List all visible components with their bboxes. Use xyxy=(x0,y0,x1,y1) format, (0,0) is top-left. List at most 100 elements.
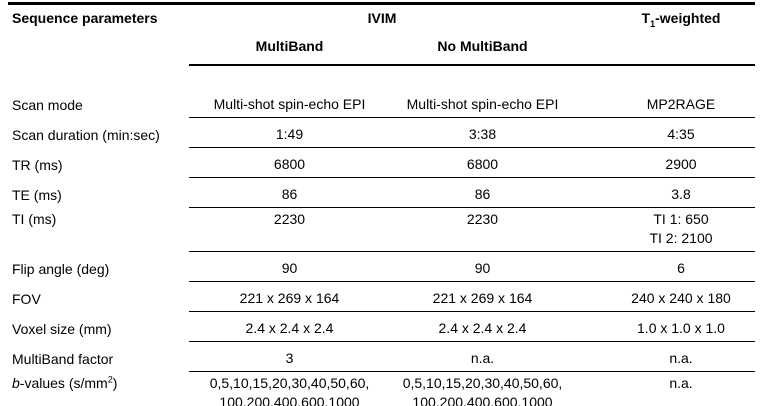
table-row: Voxel size (mm) 2.4 x 2.4 x 2.4 2.4 x 2.4 … xyxy=(8,311,755,342)
cell-value: 0,5,10,15,20,30,40,50,60, 100,200,400,600… xyxy=(189,371,390,406)
table-row: b-values (s/mm2) 0,5,10,15,20,30,40,50,60… xyxy=(8,371,755,406)
header-multiband: MultiBand xyxy=(189,33,390,66)
cell-line: Multi-shot spin-echo EPI xyxy=(213,96,366,112)
header-row-1: Sequence parameters IVIM T1-weighted xyxy=(8,3,755,66)
cell-line: n.a. xyxy=(470,350,495,366)
text-segment: TE (ms) xyxy=(12,186,62,203)
row-label: TR (ms) xyxy=(8,148,189,178)
cell-line: 240 x 240 x 180 xyxy=(631,290,731,306)
row-label: MultiBand factor xyxy=(8,342,189,372)
text-segment: b xyxy=(12,374,20,391)
cell-line: 6 xyxy=(677,260,685,276)
cell-value: 86 xyxy=(390,177,575,208)
text-segment: TR (ms) xyxy=(12,156,63,173)
cell-value: 3.8 xyxy=(575,177,755,208)
header-sequence-parameters: Sequence parameters xyxy=(12,10,158,26)
text-segment: T xyxy=(641,10,651,26)
cell-value: Multi-shot spin-echo EPI xyxy=(189,88,390,118)
row-label: TE (ms) xyxy=(8,178,189,208)
row-label: Flip angle (deg) xyxy=(8,252,189,282)
cell-line: 4:35 xyxy=(667,126,695,142)
cell-line: 0,5,10,15,20,30,40,50,60, xyxy=(209,375,370,391)
table-row: TE (ms) 86 86 3.8 xyxy=(8,177,755,208)
text-segment: 2 xyxy=(107,373,113,384)
cell-value: 2900 xyxy=(575,147,755,178)
cell-value: 6 xyxy=(575,251,755,282)
cell-line: 2900 xyxy=(665,156,697,172)
header-group-ivim: IVIM xyxy=(367,10,397,26)
row-label: Scan duration (min:sec) xyxy=(8,118,189,148)
cell-line: n.a. xyxy=(669,350,693,366)
sequence-parameters-table: Sequence parameters IVIM T1-weighted Mul… xyxy=(8,2,755,406)
cell-value: n.a. xyxy=(390,341,575,372)
table-row: MultiBand factor 3 n.a. n.a. xyxy=(8,341,755,372)
cell-line: 6800 xyxy=(466,156,499,172)
text-segment: TI (ms) xyxy=(12,210,57,227)
table-row: Scan duration (min:sec) 1:49 3:38 4:35 xyxy=(8,117,755,148)
label-line: TE (ms) xyxy=(12,186,189,205)
row-label: Scan mode xyxy=(8,88,189,118)
cell-line: 3.8 xyxy=(671,186,691,202)
cell-line: 2230 xyxy=(273,211,306,227)
cell-line: 86 xyxy=(474,186,491,202)
label-line: b-values (s/mm2) xyxy=(12,374,189,393)
cell-value: 6800 xyxy=(189,147,390,178)
text-segment: Scan duration (min:sec) xyxy=(12,126,160,143)
cell-value: Multi-shot spin-echo EPI xyxy=(390,88,575,118)
cell-value: 221 x 269 x 164 xyxy=(390,281,575,312)
cell-line: 6800 xyxy=(273,156,306,172)
cell-line: 1.0 x 1.0 x 1.0 xyxy=(637,320,725,336)
text-segment: Scan mode xyxy=(12,96,83,113)
row-label: TI (ms) xyxy=(8,208,189,252)
cell-value: MP2RAGE xyxy=(575,88,755,118)
cell-line: 90 xyxy=(281,260,298,276)
table-row: Scan mode Multi-shot spin-echo EPI Multi-s… xyxy=(8,88,755,118)
row-label: b-values (s/mm2) xyxy=(8,372,189,406)
text-segment: MultiBand factor xyxy=(12,350,114,367)
cell-line: 3:38 xyxy=(468,126,497,142)
cell-line: 100,200,400,600,1000 xyxy=(412,394,553,406)
cell-line: 2230 xyxy=(466,211,499,227)
text-segment: 1 xyxy=(650,18,656,29)
cell-line: 221 x 269 x 164 xyxy=(432,290,533,306)
label-line: MultiBand factor xyxy=(12,350,189,369)
cell-value: 4:35 xyxy=(575,117,755,148)
cell-value: 6800 xyxy=(390,147,575,178)
cell-line: 221 x 269 x 164 xyxy=(239,290,340,306)
header-row-2: MultiBand No MultiBand xyxy=(8,33,755,66)
label-line: FOV xyxy=(12,290,189,309)
cell-line: 86 xyxy=(281,186,298,202)
cell-value: 1.0 x 1.0 x 1.0 xyxy=(575,311,755,342)
cell-value: 0,5,10,15,20,30,40,50,60, 100,200,400,600… xyxy=(390,371,575,406)
text-segment: ) xyxy=(112,374,118,391)
table-row: FOV 221 x 269 x 164 221 x 269 x 164 240 x 2… xyxy=(8,281,755,312)
cell-value: TI 1: 650 TI 2: 2100 xyxy=(575,207,755,252)
text-segment: Voxel size (mm) xyxy=(12,320,112,337)
header-no-multiband: No MultiBand xyxy=(390,33,575,66)
cell-line: MP2RAGE xyxy=(646,96,716,112)
cell-line: 3 xyxy=(285,350,294,366)
spacer-row xyxy=(8,65,755,88)
cell-line: TI 2: 2100 xyxy=(649,230,713,246)
cell-line: 100,200,400,600,1000 xyxy=(219,394,360,406)
label-line: Flip angle (deg) xyxy=(12,260,189,279)
cell-value: 2.4 x 2.4 x 2.4 xyxy=(189,311,390,342)
cell-line: Multi-shot spin-echo EPI xyxy=(406,96,559,112)
cell-line: TI 1: 650 xyxy=(653,211,709,227)
text-segment: -weighted xyxy=(655,10,721,26)
cell-value: n.a. xyxy=(575,341,755,372)
cell-line: 90 xyxy=(474,260,491,276)
cell-value: 1:49 xyxy=(189,117,390,148)
cell-value: 90 xyxy=(390,251,575,282)
cell-value: 90 xyxy=(189,251,390,282)
label-line: Voxel size (mm) xyxy=(12,320,189,339)
cell-value: 221 x 269 x 164 xyxy=(189,281,390,312)
cell-line: n.a. xyxy=(669,375,693,391)
cell-line: 0,5,10,15,20,30,40,50,60, xyxy=(402,375,563,391)
label-line: TR (ms) xyxy=(12,156,189,175)
label-line: Scan duration (min:sec) xyxy=(12,126,189,145)
row-label: Voxel size (mm) xyxy=(8,312,189,342)
spacer-cell xyxy=(8,65,755,88)
cell-value: 2230 xyxy=(390,207,575,252)
text-segment: -values (s/mm xyxy=(19,374,108,391)
